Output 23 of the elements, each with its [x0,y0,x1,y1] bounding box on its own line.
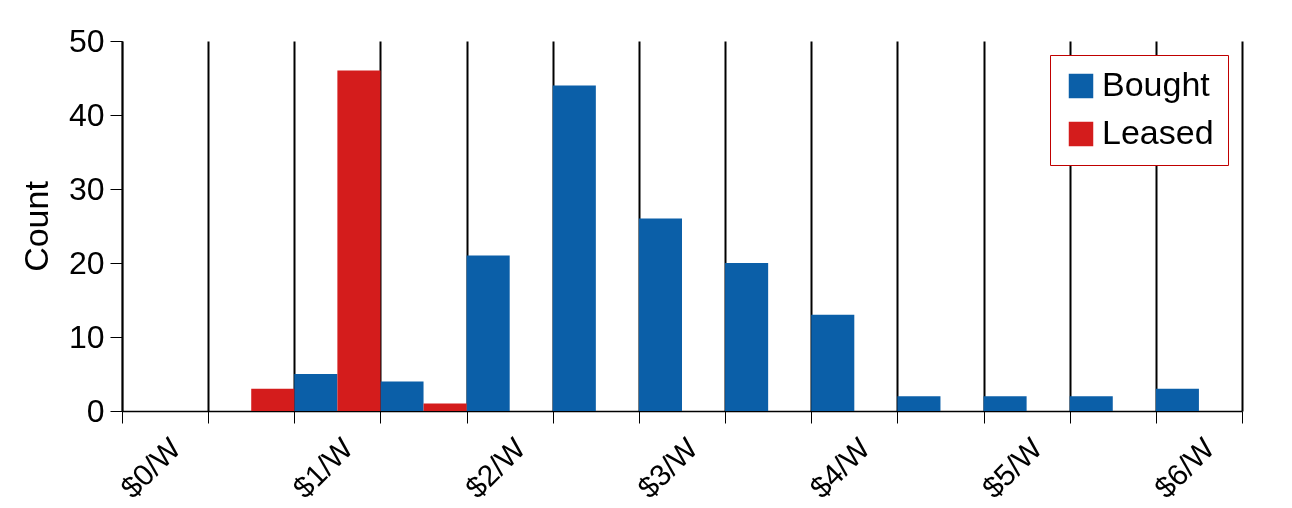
bar [725,263,769,411]
bar [811,314,855,411]
y-tick-label: 0 [86,392,105,429]
bar [466,255,510,411]
bar [1155,388,1199,411]
y-tick-label: 40 [68,96,105,133]
legend-label: Bought [1102,65,1211,103]
y-axis-title: Count [16,180,55,272]
bar [251,388,295,411]
bar [638,218,682,411]
y-tick-label: 20 [68,244,105,281]
bar [294,374,338,411]
y-tick-label: 10 [68,318,105,355]
bar [337,70,381,411]
bar [423,403,467,411]
bar [897,396,941,411]
legend-label: Leased [1102,113,1214,151]
y-tick-label: 50 [68,22,105,59]
bar [552,85,596,411]
bar [1069,396,1113,411]
bar [983,396,1027,411]
bar [380,381,424,411]
y-tick-label: 30 [68,170,105,207]
